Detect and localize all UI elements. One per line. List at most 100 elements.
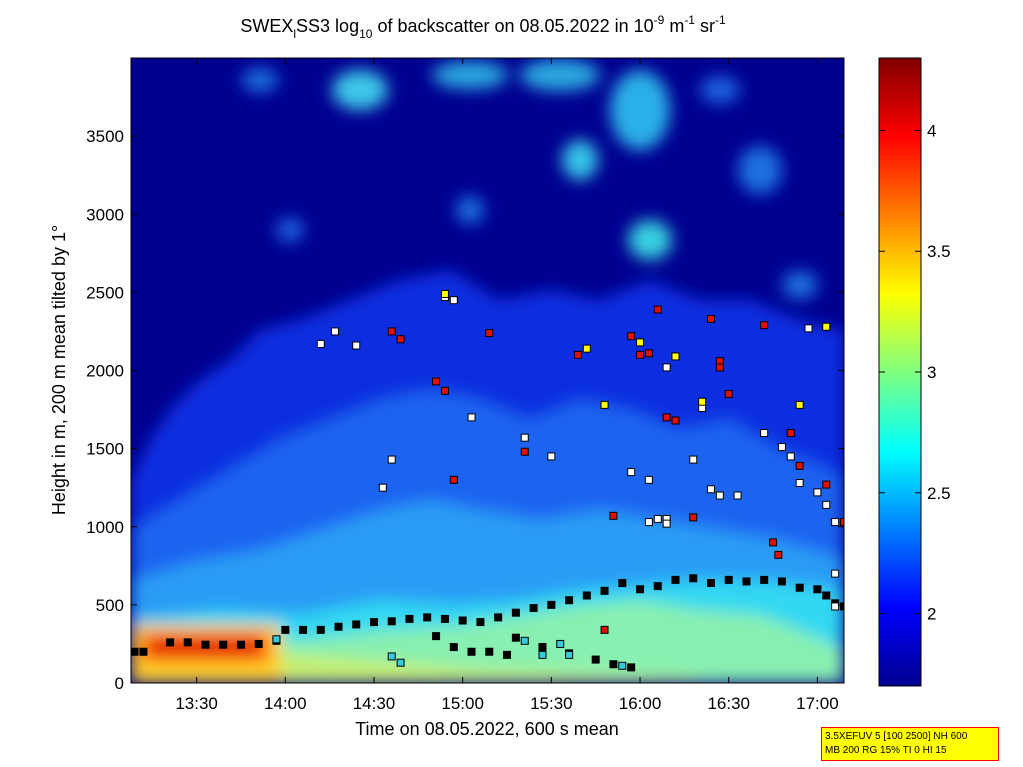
marker-cyan-square <box>556 639 565 648</box>
marker-white-square <box>662 519 671 528</box>
marker-red-square <box>774 550 783 559</box>
marker-black-square <box>529 604 538 612</box>
marker-yellow-square <box>795 400 804 409</box>
x-tick-label: 14:00 <box>264 694 307 713</box>
marker-white-square <box>316 339 325 348</box>
marker-black-square <box>352 620 361 629</box>
marker-red-square <box>485 329 494 337</box>
marker-white-square <box>689 455 698 464</box>
marker-yellow-square <box>440 289 449 298</box>
marker-red-square <box>786 429 795 437</box>
marker-black-square <box>183 638 192 647</box>
marker-black-square <box>618 579 627 587</box>
marker-white-square <box>378 483 387 492</box>
colorbar-tick-label: 2 <box>927 605 936 624</box>
marker-red-square <box>387 327 396 336</box>
y-axis-label: Height in m, 200 m mean tilted by 1° <box>49 225 69 515</box>
marker-black-square <box>653 582 662 591</box>
marker-black-square <box>742 577 751 586</box>
marker-black-square <box>511 608 520 617</box>
marker-red-square <box>627 332 636 341</box>
marker-white-square <box>795 479 804 487</box>
marker-red-square <box>520 447 529 456</box>
marker-white-square <box>330 327 339 336</box>
colorbar-tick-label: 4 <box>927 121 936 140</box>
marker-black-square <box>440 614 449 623</box>
marker-red-square <box>609 511 618 520</box>
y-tick-label: 2500 <box>86 283 124 302</box>
marker-black-square <box>600 586 609 595</box>
marker-black-square <box>281 625 290 634</box>
plot-area <box>131 58 844 683</box>
marker-white-square <box>653 514 662 523</box>
marker-black-square <box>405 614 414 623</box>
x-tick-label: 13:30 <box>175 694 218 713</box>
marker-red-square <box>822 480 831 489</box>
marker-white-square <box>644 475 653 484</box>
marker-yellow-square <box>698 397 707 406</box>
marker-white-square <box>449 296 458 305</box>
marker-black-square <box>627 663 636 672</box>
marker-black-square <box>724 575 733 584</box>
marker-white-square <box>822 500 831 509</box>
backscatter-field <box>131 59 844 683</box>
marker-red-square <box>706 314 715 323</box>
x-tick-label: 17:00 <box>796 694 839 713</box>
marker-white-square <box>777 443 786 452</box>
marker-black-square <box>458 616 467 625</box>
marker-red-square <box>769 538 778 547</box>
marker-red-square <box>653 305 662 314</box>
marker-red-square <box>573 350 582 359</box>
marker-black-square <box>476 618 485 627</box>
marker-black-square <box>467 647 476 656</box>
marker-yellow-square <box>671 352 680 361</box>
marker-red-square <box>662 413 671 422</box>
marker-yellow-square <box>822 322 831 331</box>
marker-white-square <box>706 485 715 494</box>
x-tick-label: 16:30 <box>707 694 750 713</box>
marker-black-square <box>777 577 786 586</box>
x-tick-label: 15:00 <box>441 694 484 713</box>
marker-red-square <box>795 461 804 470</box>
marker-black-square <box>840 602 844 611</box>
marker-black-square <box>503 650 512 659</box>
marker-white-square <box>831 518 840 527</box>
marker-red-square <box>644 349 653 358</box>
marker-black-square <box>494 613 503 622</box>
marker-black-square <box>254 639 263 648</box>
marker-black-square <box>219 640 228 649</box>
y-tick-label: 0 <box>115 674 124 693</box>
marker-black-square <box>166 638 175 647</box>
marker-black-square <box>547 600 556 609</box>
x-axis-label: Time on 08.05.2022, 600 s mean <box>355 719 619 739</box>
marker-white-square <box>352 341 361 350</box>
marker-white-square <box>804 324 813 333</box>
marker-black-square <box>139 647 148 656</box>
marker-black-square <box>671 575 680 584</box>
marker-white-square <box>644 518 653 527</box>
info-line-1: 3.5XEFUV 5 [100 2500] NH 600 <box>825 731 968 742</box>
marker-black-square <box>299 625 308 634</box>
y-axis: 0 500 1000 1500 2000 2500 3000 3500 <box>86 127 844 693</box>
marker-yellow-square <box>600 400 609 409</box>
marker-cyan-square <box>272 635 281 644</box>
marker-black-square <box>334 622 343 631</box>
y-tick-label: 2000 <box>86 362 124 381</box>
marker-white-square <box>786 452 795 461</box>
marker-white-square <box>733 491 742 500</box>
colorbar-ticks: 2 2.5 3 3.5 4 <box>879 121 951 624</box>
colorbar-tick-label: 3 <box>927 363 936 382</box>
marker-red-square <box>760 321 769 330</box>
marker-black-square <box>423 613 432 622</box>
marker-white-square <box>387 455 396 464</box>
marker-white-square <box>831 602 840 611</box>
marker-white-square <box>715 491 724 500</box>
marker-black-square <box>795 583 804 592</box>
x-tick-label: 14:30 <box>353 694 396 713</box>
marker-black-square <box>706 579 715 587</box>
marker-cyan-square <box>396 658 405 667</box>
marker-black-square <box>369 618 378 627</box>
x-tick-label: 16:00 <box>619 694 662 713</box>
marker-red-square <box>432 377 441 386</box>
marker-black-square <box>538 643 547 652</box>
